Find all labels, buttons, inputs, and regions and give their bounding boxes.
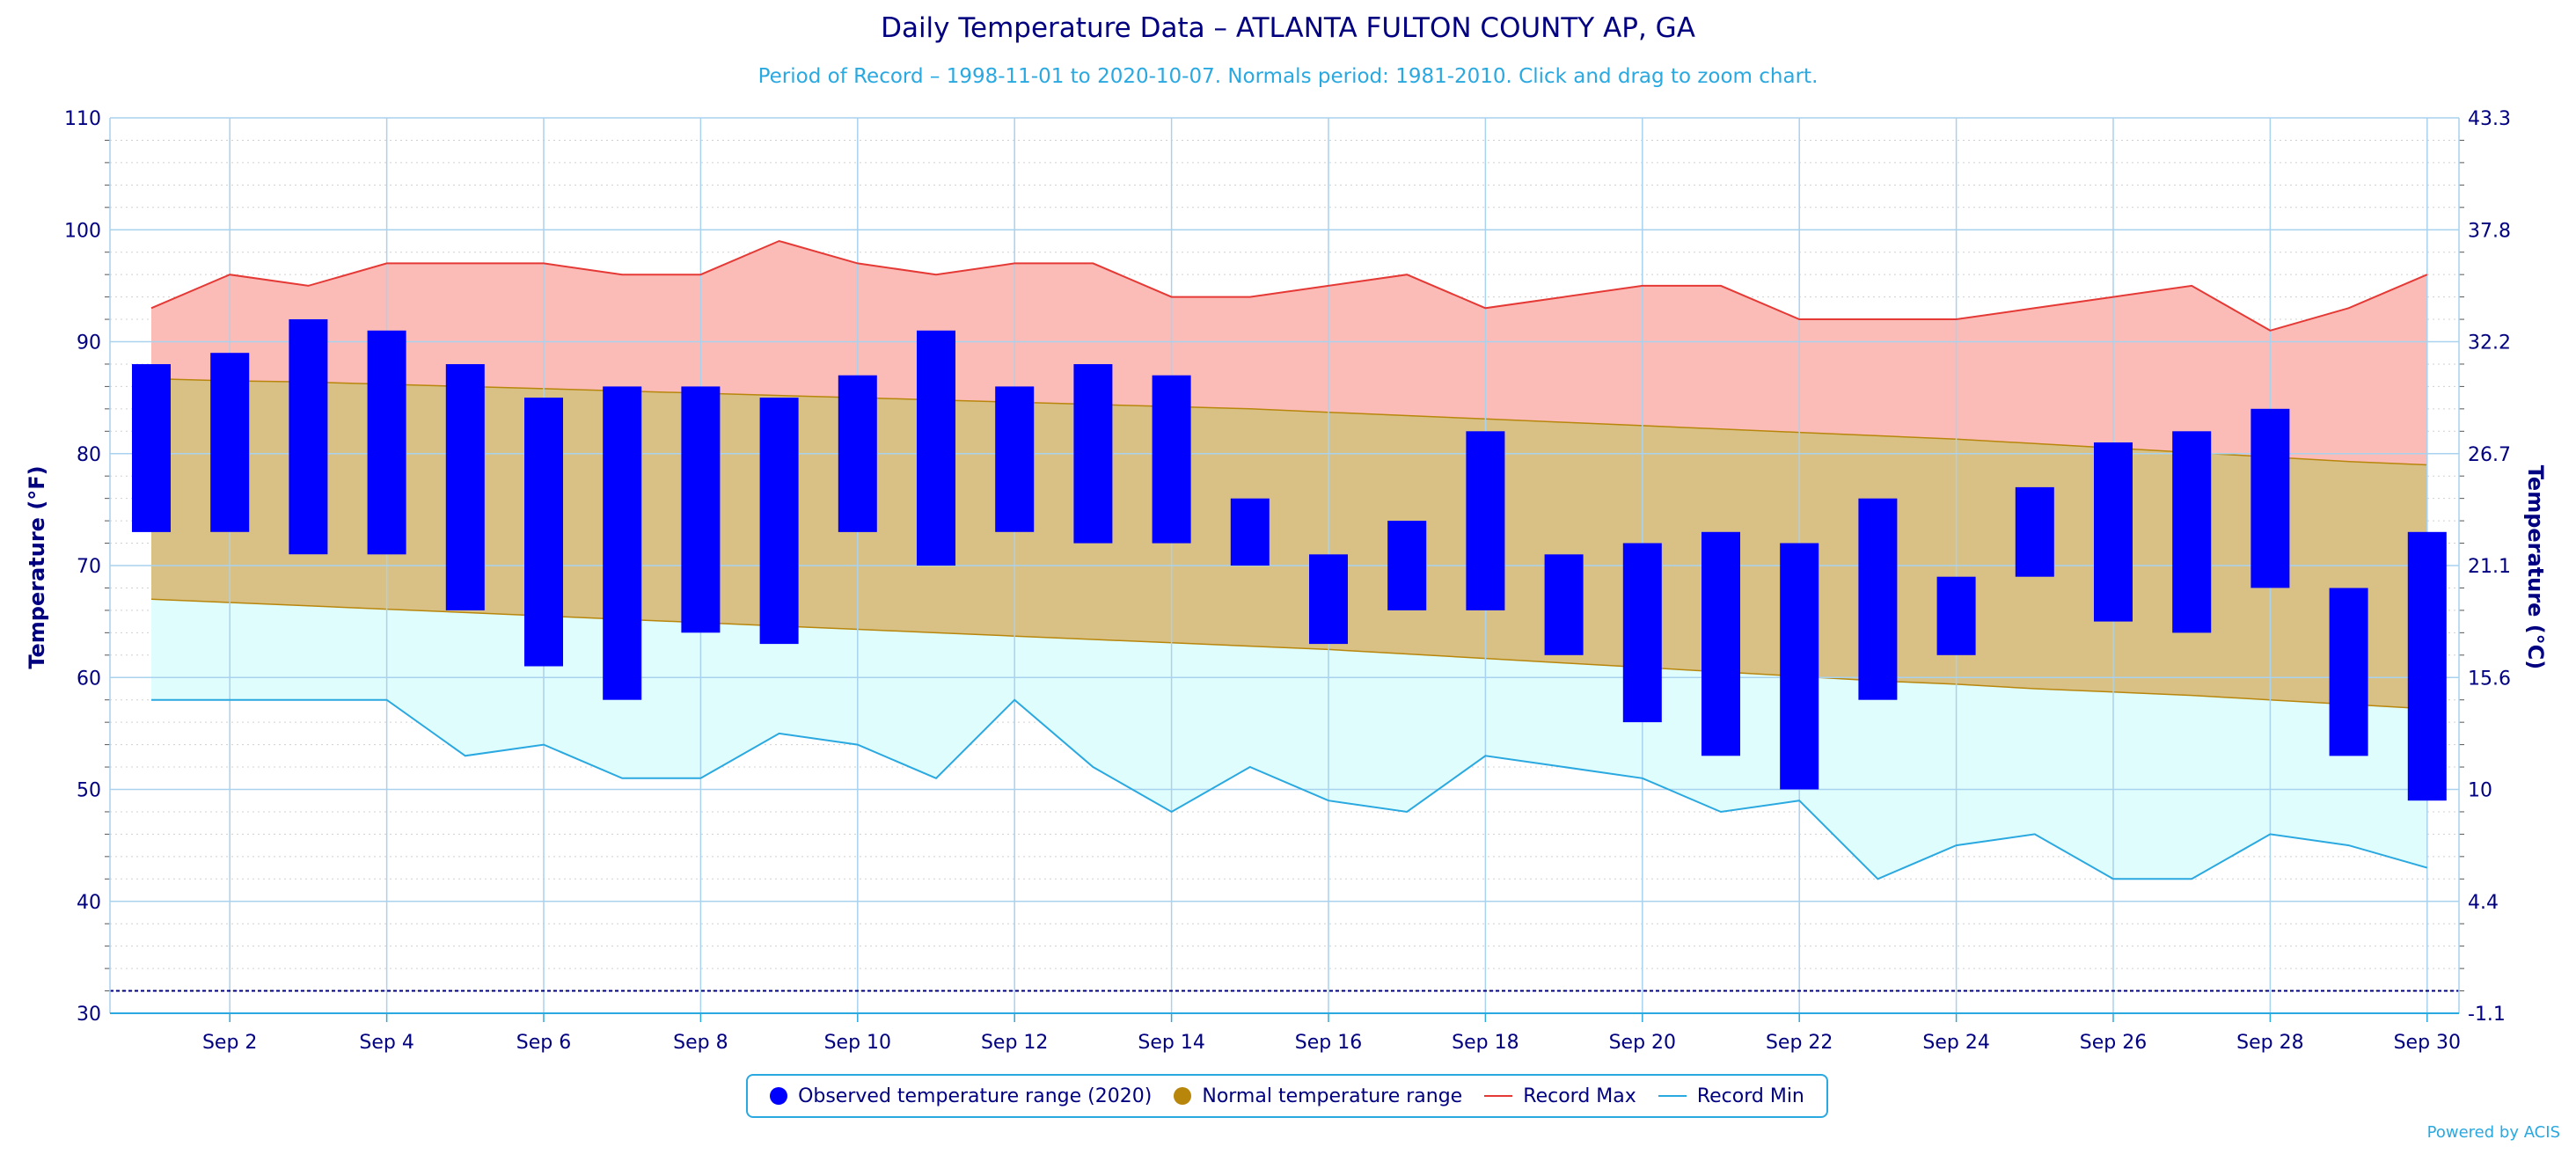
normal-high-line: [150, 377, 2427, 466]
x-tick-label: Sep 20: [1609, 1032, 1676, 1054]
y-tick-label-left: 110: [64, 108, 101, 130]
y-tick-label-right: 37.8: [2468, 220, 2511, 242]
observed-bar: [1152, 375, 1191, 544]
observed-marker-icon: [770, 1087, 788, 1105]
y-tick-label-right: 21.1: [2468, 556, 2511, 578]
legend-label-record-max: Record Max: [1523, 1085, 1636, 1107]
observed-bar: [759, 398, 799, 645]
below-normal-band: [151, 599, 2427, 880]
x-tick-label: Sep 16: [1295, 1032, 1362, 1054]
observed-bar: [1387, 521, 1427, 610]
legend-label-normal: Normal temperature range: [1202, 1085, 1463, 1107]
x-tick-label: Sep 12: [981, 1032, 1048, 1054]
observed-bar: [524, 398, 563, 667]
observed-bar: [445, 364, 485, 610]
legend-label-observed: Observed temperature range (2020): [798, 1085, 1153, 1107]
x-tick-label: Sep 26: [2080, 1032, 2147, 1054]
x-tick-label: Sep 10: [824, 1032, 891, 1054]
x-tick-label: Sep 14: [1138, 1032, 1204, 1054]
y-tick-label-right: 26.7: [2468, 444, 2511, 466]
observed-bar: [1701, 531, 1740, 756]
y-tick-label-left: 40: [77, 892, 101, 914]
y-tick-label-right: 32.2: [2468, 332, 2511, 354]
record-min-line: [151, 698, 2428, 880]
observed-bar: [210, 353, 250, 532]
observed-bar: [2250, 408, 2290, 588]
y-tick-label-left: 30: [77, 1004, 101, 1026]
y-tick-label-right: 15.6: [2468, 668, 2511, 690]
x-tick-label: Sep 28: [2236, 1032, 2303, 1054]
observed-bar: [2094, 442, 2133, 622]
observed-bar: [1936, 576, 1976, 655]
observed-bar: [1544, 554, 1584, 655]
observed-bar: [1622, 543, 1662, 723]
observed-bar: [2015, 486, 2054, 577]
record-min-line-icon: [1658, 1095, 1687, 1097]
legend-item-record-min[interactable]: Record Min: [1658, 1085, 1804, 1107]
y-tick-label-left: 70: [77, 556, 101, 578]
legend-item-normal[interactable]: Normal temperature range: [1174, 1085, 1462, 1107]
x-tick-label: Sep 18: [1452, 1032, 1519, 1054]
observed-bar: [1780, 543, 1819, 790]
y-tick-label-right: -1.1: [2468, 1004, 2506, 1026]
y-tick-label-left: 90: [77, 332, 101, 354]
x-tick-label: Sep 2: [202, 1032, 257, 1054]
record-max-line: [150, 239, 2428, 332]
observed-bar: [367, 330, 406, 555]
observed-bar: [1466, 431, 1505, 610]
y-tick-label-left: 80: [77, 444, 101, 466]
y-tick-label-right: 4.4: [2468, 892, 2499, 914]
observed-bar: [681, 386, 721, 633]
x-tick-label: Sep 22: [1766, 1032, 1833, 1054]
observed-bar: [995, 386, 1035, 532]
observed-bar: [1073, 364, 1113, 544]
normal-range-band: [151, 378, 2427, 709]
y-tick-label-right: 43.3: [2468, 108, 2511, 130]
x-tick-label: Sep 6: [516, 1032, 571, 1054]
normal-marker-icon: [1174, 1087, 1192, 1105]
observed-bar: [838, 375, 877, 532]
x-tick-label: Sep 4: [359, 1032, 413, 1054]
record-max-line-icon: [1484, 1095, 1513, 1097]
chart-subtitle: Period of Record – 1998-11-01 to 2020-10…: [757, 65, 1819, 88]
observed-bar: [1230, 498, 1270, 566]
observed-bar: [1309, 554, 1348, 645]
y-tick-label-left: 100: [64, 220, 101, 242]
legend-item-record-max[interactable]: Record Max: [1484, 1085, 1636, 1107]
chart-title: Daily Temperature Data – ATLANTA FULTON …: [881, 12, 1695, 44]
y-axis-title-right: Temperature (°C): [2523, 464, 2548, 670]
legend-label-record-min: Record Min: [1696, 1085, 1804, 1107]
observed-bar: [2329, 588, 2368, 756]
x-tick-label: Sep 8: [673, 1032, 728, 1054]
y-tick-label-left: 50: [77, 780, 101, 802]
observed-bar: [289, 319, 328, 555]
observed-bar: [917, 330, 955, 566]
y-axis-title-left: Temperature (°F): [25, 465, 49, 669]
x-tick-label: Sep 30: [2394, 1032, 2461, 1054]
powered-by-credit[interactable]: Powered by ACIS: [2426, 1123, 2560, 1142]
observed-bar: [2407, 531, 2447, 801]
y-tick-label-left: 60: [77, 668, 101, 690]
x-tick-label: Sep 24: [1922, 1032, 1989, 1054]
observed-bar: [132, 364, 171, 532]
observed-bar: [603, 386, 642, 700]
observed-bar: [2172, 431, 2212, 633]
y-tick-label-right: 10: [2468, 780, 2492, 802]
legend-item-observed[interactable]: Observed temperature range (2020): [770, 1085, 1152, 1107]
observed-bar: [1858, 498, 1898, 700]
legend: Observed temperature range (2020) Normal…: [746, 1074, 1828, 1118]
